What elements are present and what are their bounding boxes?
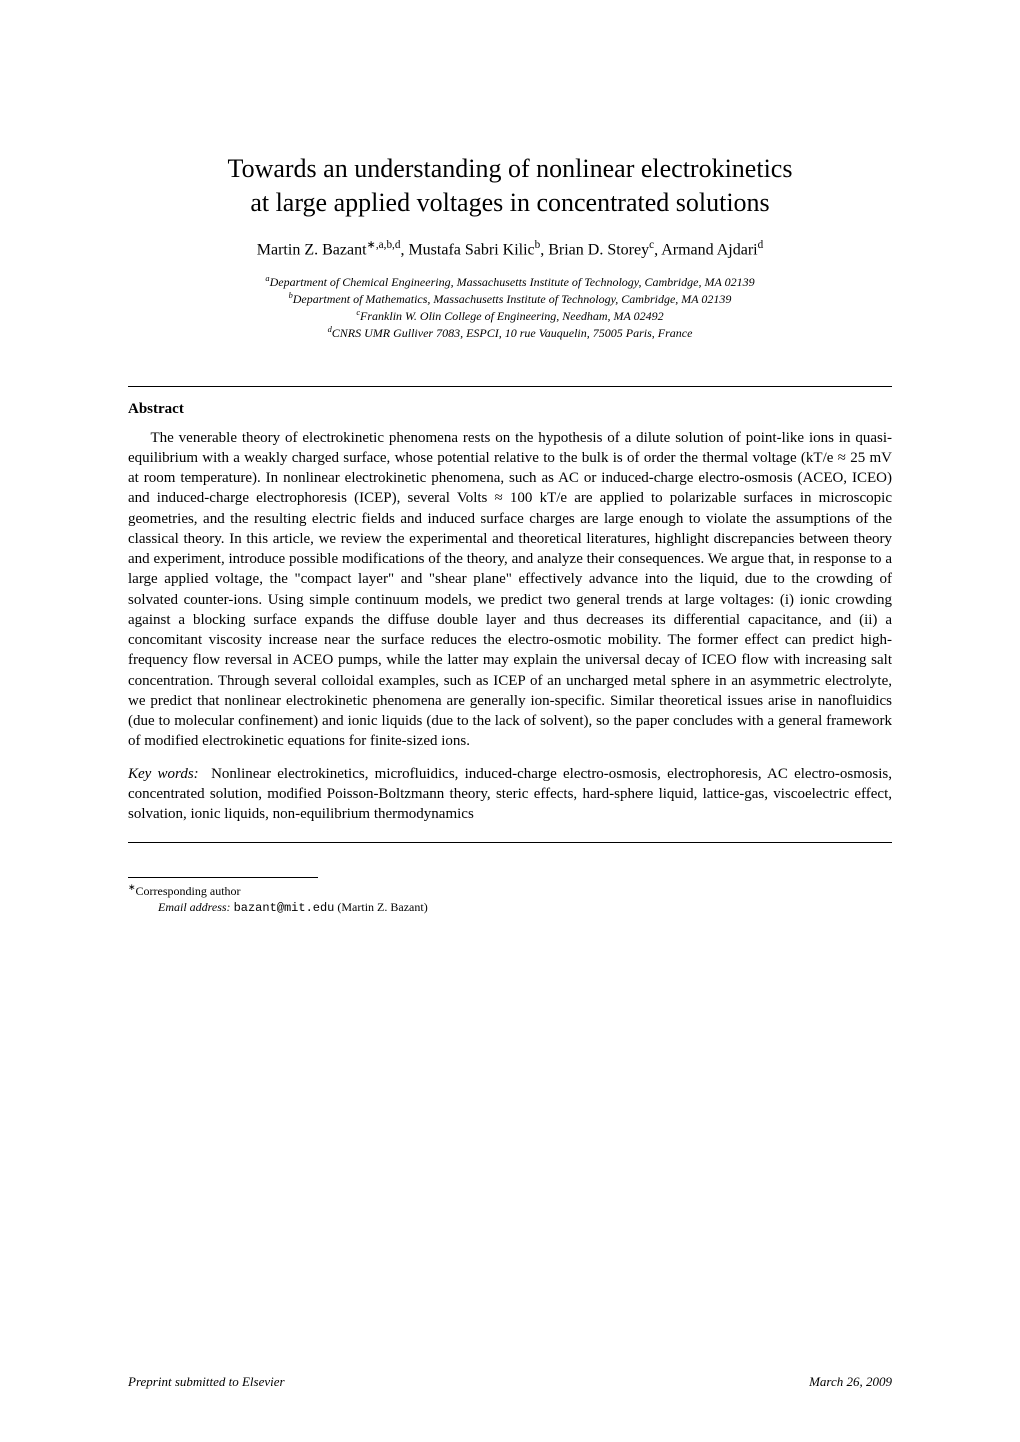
corresponding-author-note: ∗Corresponding author — [128, 882, 892, 900]
affiliation-a: aDepartment of Chemical Engineering, Mas… — [128, 273, 892, 290]
affiliation-c: cFranklin W. Olin College of Engineering… — [128, 307, 892, 324]
keywords-text: Nonlinear electrokinetics, microfluidics… — [128, 766, 892, 823]
paper-title: Towards an understanding of nonlinear el… — [128, 152, 892, 220]
abstract-text: The venerable theory of electrokinetic p… — [128, 428, 892, 752]
title-line-1: Towards an understanding of nonlinear el… — [228, 154, 793, 183]
abstract-heading: Abstract — [128, 401, 892, 418]
affiliations-block: aDepartment of Chemical Engineering, Mas… — [128, 273, 892, 342]
authors-line: Martin Z. Bazant∗,a,b,d, Mustafa Sabri K… — [128, 238, 892, 259]
footnote-separator — [128, 877, 318, 878]
affiliation-b: bDepartment of Mathematics, Massachusett… — [128, 290, 892, 307]
keywords-block: Key words: Nonlinear electrokinetics, mi… — [128, 764, 892, 825]
top-rule — [128, 386, 892, 387]
footnote-block: ∗Corresponding author Email address: baz… — [128, 882, 892, 916]
page-footer: Preprint submitted to Elsevier March 26,… — [128, 1374, 892, 1390]
keywords-label: Key words: — [128, 766, 199, 782]
footer-left: Preprint submitted to Elsevier — [128, 1374, 285, 1390]
bottom-rule — [128, 842, 892, 843]
footer-right: March 26, 2009 — [809, 1374, 892, 1390]
email-address-line: Email address: bazant@mit.edu (Martin Z.… — [128, 900, 892, 917]
affiliation-d: dCNRS UMR Gulliver 7083, ESPCI, 10 rue V… — [128, 324, 892, 341]
title-line-2: at large applied voltages in concentrate… — [250, 188, 769, 217]
